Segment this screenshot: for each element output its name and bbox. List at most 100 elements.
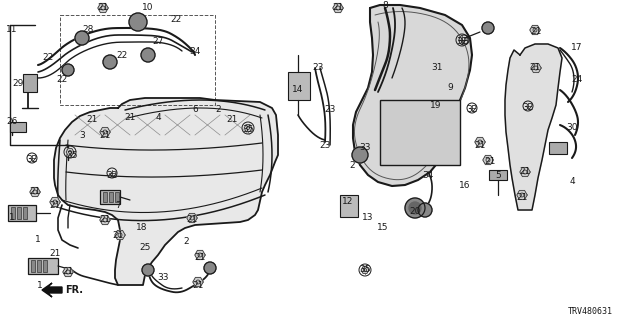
Text: 21: 21 (195, 253, 205, 262)
Bar (43, 260, 47, 272)
Text: 21: 21 (516, 194, 528, 203)
Text: 29: 29 (12, 79, 24, 89)
Polygon shape (531, 63, 541, 73)
Text: 21: 21 (62, 268, 74, 276)
Polygon shape (195, 251, 205, 260)
Bar (11, 207, 15, 219)
Circle shape (409, 202, 421, 214)
Text: 14: 14 (292, 85, 304, 94)
Circle shape (129, 13, 147, 31)
Text: 20: 20 (410, 207, 420, 217)
Bar (23, 207, 27, 219)
Bar (103, 192, 107, 202)
Polygon shape (505, 44, 562, 210)
Circle shape (418, 203, 432, 217)
Text: 32: 32 (106, 171, 118, 180)
Bar (23, 74, 37, 92)
Text: 25: 25 (140, 244, 150, 252)
Polygon shape (475, 138, 485, 147)
Text: 32: 32 (522, 103, 534, 113)
Text: 21: 21 (97, 4, 109, 12)
Text: 22: 22 (42, 53, 54, 62)
Text: 17: 17 (572, 44, 583, 52)
Text: 35: 35 (67, 150, 77, 159)
Text: 12: 12 (342, 197, 354, 206)
Text: 1: 1 (9, 213, 15, 222)
Polygon shape (98, 4, 108, 12)
Bar (37, 260, 41, 272)
Text: 16: 16 (460, 180, 471, 189)
Text: 2: 2 (183, 237, 189, 246)
Text: 21: 21 (227, 116, 237, 124)
Polygon shape (353, 5, 472, 186)
Text: 21: 21 (49, 201, 61, 210)
Polygon shape (42, 283, 62, 297)
Text: 8: 8 (382, 1, 388, 10)
Polygon shape (361, 267, 369, 273)
Text: 3: 3 (79, 132, 85, 140)
Text: FR.: FR. (65, 285, 83, 295)
Bar (115, 192, 119, 202)
Text: 31: 31 (431, 63, 443, 73)
Text: 1: 1 (35, 236, 41, 244)
Text: 21: 21 (29, 188, 41, 196)
Text: 33: 33 (157, 274, 169, 283)
Text: 24: 24 (572, 76, 582, 84)
Text: 21: 21 (99, 132, 111, 140)
Text: 4: 4 (155, 114, 161, 123)
Text: 21: 21 (124, 114, 136, 123)
Text: 15: 15 (377, 223, 388, 233)
Polygon shape (100, 215, 110, 225)
Bar (60, 15, 215, 105)
Text: 34: 34 (422, 171, 434, 180)
Text: 23: 23 (324, 106, 336, 115)
Text: 22: 22 (116, 51, 127, 60)
Text: 22: 22 (56, 76, 68, 84)
Polygon shape (530, 26, 540, 35)
Circle shape (405, 198, 425, 218)
Text: 33: 33 (359, 143, 371, 153)
Bar (8, 205, 36, 221)
Polygon shape (187, 213, 197, 222)
Bar (17, 207, 21, 219)
Text: 35: 35 (243, 125, 253, 134)
Bar (100, 190, 120, 204)
Polygon shape (115, 230, 125, 239)
Polygon shape (54, 98, 278, 285)
Text: 21: 21 (86, 116, 98, 124)
Text: 21: 21 (186, 215, 198, 225)
Circle shape (75, 31, 89, 45)
Polygon shape (517, 190, 527, 199)
Text: 27: 27 (152, 37, 164, 46)
Text: 21: 21 (484, 157, 496, 166)
Bar (549, 142, 567, 154)
Text: 22: 22 (170, 15, 182, 25)
Text: 28: 28 (83, 26, 93, 35)
Text: 21: 21 (192, 281, 204, 290)
Polygon shape (66, 148, 74, 156)
Text: 18: 18 (136, 223, 148, 233)
Text: 21: 21 (49, 249, 61, 258)
Text: 26: 26 (6, 117, 18, 126)
Text: 21: 21 (529, 63, 541, 73)
Text: 34: 34 (189, 47, 201, 57)
Circle shape (142, 264, 154, 276)
Polygon shape (100, 127, 110, 137)
Text: 35: 35 (359, 266, 371, 275)
Bar (380, 100, 460, 165)
Polygon shape (483, 156, 493, 164)
Bar (10, 122, 26, 132)
Text: 2: 2 (215, 106, 221, 115)
Text: 19: 19 (430, 100, 442, 109)
Bar (340, 195, 358, 217)
Bar (109, 192, 113, 202)
Text: 4: 4 (569, 178, 575, 187)
Bar (489, 170, 507, 180)
Circle shape (352, 147, 368, 163)
Text: 23: 23 (312, 63, 324, 73)
Bar (28, 258, 58, 274)
Circle shape (141, 48, 155, 62)
Text: 21: 21 (531, 28, 541, 36)
Text: 2: 2 (349, 161, 355, 170)
Text: 21: 21 (332, 4, 344, 12)
